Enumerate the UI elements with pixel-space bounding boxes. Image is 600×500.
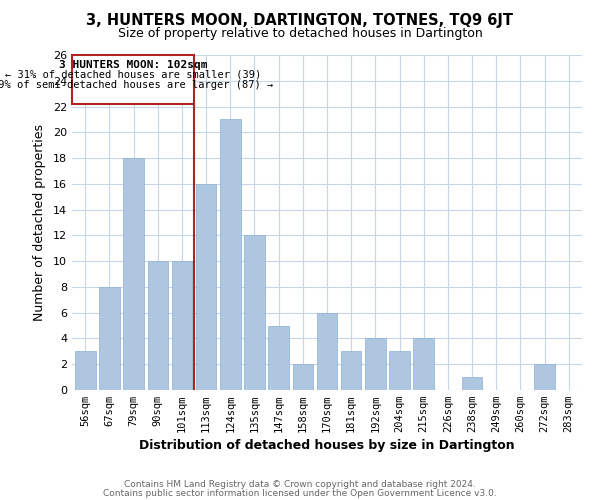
Bar	[317, 312, 337, 390]
X-axis label: Distribution of detached houses by size in Dartington: Distribution of detached houses by size …	[139, 440, 515, 452]
Text: 69% of semi-detached houses are larger (87) →: 69% of semi-detached houses are larger (…	[0, 80, 274, 90]
Bar	[413, 338, 434, 390]
Bar	[462, 377, 482, 390]
Bar	[148, 261, 168, 390]
Bar	[72, 55, 194, 104]
Bar	[268, 326, 289, 390]
Bar	[365, 338, 386, 390]
Bar	[389, 352, 410, 390]
Bar	[293, 364, 313, 390]
Y-axis label: Number of detached properties: Number of detached properties	[33, 124, 46, 321]
Bar	[534, 364, 555, 390]
Bar	[172, 261, 192, 390]
Text: ← 31% of detached houses are smaller (39): ← 31% of detached houses are smaller (39…	[5, 70, 261, 80]
Text: 3 HUNTERS MOON: 102sqm: 3 HUNTERS MOON: 102sqm	[59, 60, 207, 70]
Text: 3, HUNTERS MOON, DARTINGTON, TOTNES, TQ9 6JT: 3, HUNTERS MOON, DARTINGTON, TOTNES, TQ9…	[86, 12, 514, 28]
Bar	[196, 184, 217, 390]
Bar	[341, 352, 361, 390]
Text: Contains HM Land Registry data © Crown copyright and database right 2024.: Contains HM Land Registry data © Crown c…	[124, 480, 476, 489]
Bar	[99, 287, 120, 390]
Bar	[75, 352, 95, 390]
Text: Size of property relative to detached houses in Dartington: Size of property relative to detached ho…	[118, 28, 482, 40]
Bar	[220, 120, 241, 390]
Bar	[124, 158, 144, 390]
Bar	[244, 236, 265, 390]
Text: Contains public sector information licensed under the Open Government Licence v3: Contains public sector information licen…	[103, 488, 497, 498]
